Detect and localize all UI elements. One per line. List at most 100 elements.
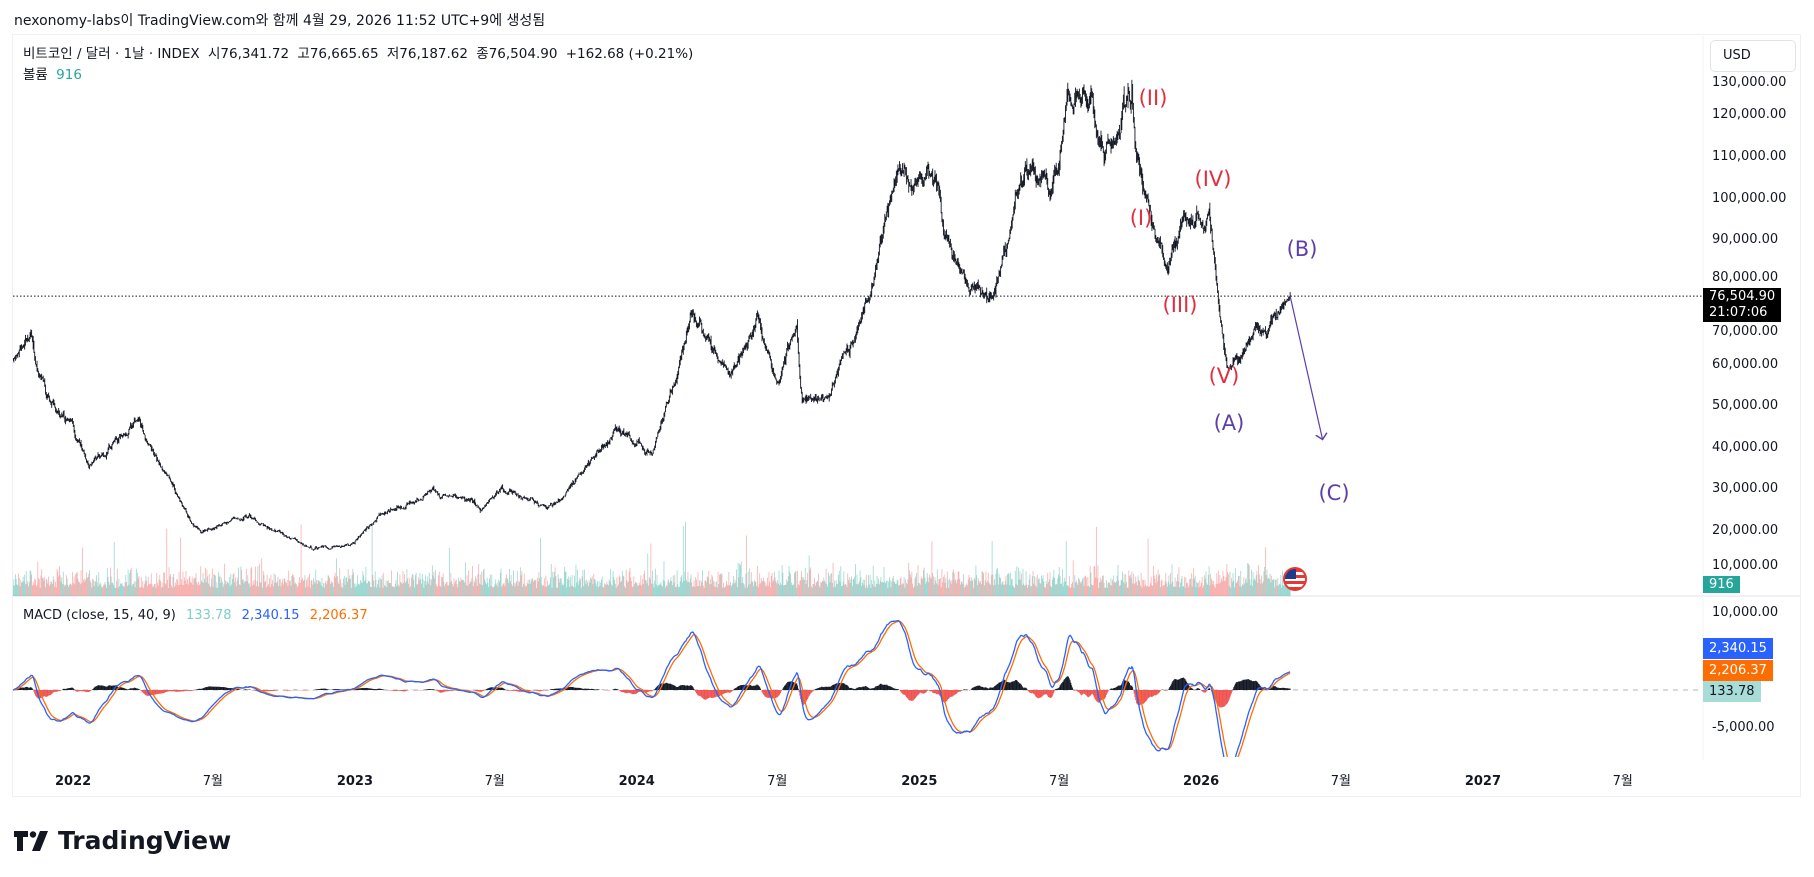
volume-bar bbox=[646, 583, 648, 596]
volume-bar bbox=[520, 575, 522, 596]
volume-bar bbox=[1034, 576, 1035, 596]
volume-bar bbox=[789, 571, 791, 596]
volume-bar bbox=[571, 574, 573, 596]
volume-bar bbox=[712, 576, 714, 596]
volume-bar bbox=[1041, 578, 1043, 596]
volume-bar bbox=[600, 582, 602, 596]
volume-bar bbox=[909, 570, 910, 596]
volume-bar bbox=[1218, 583, 1220, 596]
volume-bar bbox=[1026, 584, 1028, 596]
volume-bar bbox=[772, 581, 774, 596]
volume-bar bbox=[261, 558, 263, 596]
volume-bar bbox=[500, 568, 502, 596]
volume-bar bbox=[776, 583, 778, 596]
volume-bar bbox=[111, 582, 113, 596]
volume-bar bbox=[1217, 570, 1219, 596]
volume-bar bbox=[981, 571, 983, 596]
volume-bar bbox=[832, 562, 834, 596]
volume-bar bbox=[1063, 582, 1065, 596]
volume-bar bbox=[378, 577, 380, 596]
volume-bar bbox=[1156, 581, 1158, 596]
volume-bar bbox=[860, 577, 862, 596]
volume-bar bbox=[506, 574, 507, 596]
volume-bar bbox=[260, 581, 262, 596]
volume-bar bbox=[1264, 566, 1266, 596]
volume-bar bbox=[966, 583, 968, 596]
currency-button[interactable]: USD bbox=[1710, 40, 1796, 72]
volume-bar bbox=[160, 580, 161, 596]
volume-bar bbox=[67, 584, 69, 596]
volume-bar bbox=[812, 584, 814, 596]
volume-bar bbox=[521, 571, 523, 596]
volume-bar bbox=[905, 579, 907, 596]
volume-bar bbox=[117, 587, 119, 596]
volume-bar bbox=[878, 584, 880, 596]
volume-bar bbox=[743, 584, 745, 596]
volume-bar bbox=[1146, 585, 1148, 596]
volume-bar bbox=[224, 563, 226, 596]
volume-bar bbox=[835, 580, 837, 596]
volume-bar bbox=[365, 566, 367, 596]
volume-bar bbox=[1265, 575, 1267, 596]
volume-bar bbox=[379, 587, 381, 596]
volume-bar bbox=[439, 585, 441, 596]
volume-bar bbox=[367, 580, 369, 596]
volume-bar bbox=[995, 573, 997, 596]
volume-bar bbox=[817, 580, 819, 596]
volume-bar bbox=[360, 581, 362, 596]
volume-bar bbox=[371, 525, 373, 596]
volume-bar bbox=[1157, 569, 1159, 596]
volume-bar bbox=[606, 581, 608, 596]
volume-bar bbox=[898, 585, 900, 596]
volume-bar bbox=[1250, 585, 1252, 596]
volume-bar bbox=[678, 587, 680, 596]
volume-bar bbox=[902, 583, 903, 596]
volume-bar bbox=[550, 563, 552, 596]
volume-bar bbox=[66, 578, 68, 596]
volume-bar bbox=[119, 586, 121, 596]
volume-bar bbox=[933, 584, 935, 596]
volume-bar bbox=[838, 570, 840, 596]
volume-label[interactable]: 볼륨 bbox=[23, 67, 48, 83]
volume-bar bbox=[568, 579, 570, 596]
volume-bar bbox=[1119, 585, 1121, 596]
volume-bar bbox=[168, 567, 170, 596]
volume-bar bbox=[496, 584, 497, 596]
volume-bar bbox=[775, 581, 777, 596]
volume-bar bbox=[542, 586, 544, 596]
volume-bar bbox=[137, 578, 139, 596]
volume-bar bbox=[1133, 584, 1135, 596]
volume-bar bbox=[445, 584, 446, 596]
volume-bar bbox=[794, 573, 795, 596]
volume-bar bbox=[432, 575, 434, 596]
volume-bar bbox=[33, 584, 35, 596]
volume-bar bbox=[1189, 579, 1191, 596]
volume-bar bbox=[994, 584, 996, 596]
volume-bar bbox=[697, 572, 699, 596]
volume-bar bbox=[934, 577, 936, 596]
projection-arrow[interactable] bbox=[1289, 296, 1322, 439]
volume-bar bbox=[235, 586, 237, 596]
volume-bar bbox=[1078, 579, 1080, 596]
volume-bar bbox=[1197, 582, 1199, 596]
volume-bar bbox=[633, 576, 635, 596]
volume-bar bbox=[746, 535, 747, 596]
volume-bar bbox=[1022, 568, 1024, 596]
chart-panel[interactable] bbox=[12, 34, 1801, 797]
volume-bar bbox=[513, 570, 514, 596]
volume-bar bbox=[1209, 585, 1211, 596]
volume-bar bbox=[788, 565, 790, 596]
volume-bar bbox=[1207, 574, 1209, 596]
volume-bar bbox=[532, 579, 534, 596]
symbol-title[interactable]: 비트코인 / 달러 · 1날 · INDEX bbox=[23, 46, 200, 62]
volume-bar bbox=[682, 582, 683, 596]
volume-bar bbox=[1014, 587, 1015, 596]
volume-bar bbox=[839, 581, 841, 596]
volume-bar bbox=[1000, 584, 1002, 596]
volume-bar bbox=[178, 571, 180, 596]
volume-bar bbox=[787, 576, 789, 596]
volume-bar bbox=[679, 581, 681, 596]
volume-bar bbox=[221, 577, 222, 596]
volume-bar bbox=[1101, 579, 1103, 596]
